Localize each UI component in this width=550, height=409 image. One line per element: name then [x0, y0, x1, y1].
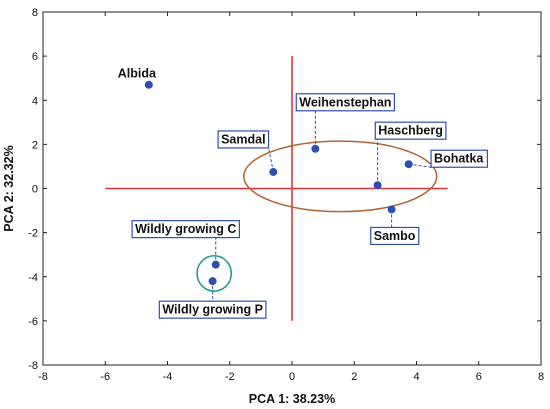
- data-point-sambo: [387, 205, 396, 214]
- y-tick-label: 2: [32, 139, 38, 151]
- data-point-samdal: [269, 167, 278, 176]
- y-tick-label: 6: [32, 51, 38, 63]
- leader-line-bohatka: [408, 163, 432, 168]
- y-tick-label: 4: [32, 95, 38, 107]
- point-label-albida: Albida: [118, 66, 157, 80]
- x-tick-label: 4: [413, 371, 419, 383]
- point-label-box: [430, 149, 489, 168]
- leader-line-samdal: [268, 147, 274, 173]
- cluster-ellipse: [196, 255, 233, 292]
- point-label-text: Bohatka: [434, 152, 484, 166]
- data-point-weihenstephan: [311, 144, 320, 153]
- point-label-box: [158, 300, 267, 319]
- point-label-text: Sambo: [374, 229, 416, 243]
- x-tick-label: 0: [289, 371, 295, 383]
- point-label-bohatka: Bohatka: [430, 149, 489, 168]
- point-label-text: Weihenstephan: [299, 95, 391, 109]
- x-axis-title: PCA 1: 38.23%: [249, 392, 335, 406]
- points-group: [144, 80, 413, 286]
- point-label-box: [370, 226, 420, 246]
- x-tick-label: -4: [163, 371, 173, 383]
- y-tick-label: -2: [28, 228, 38, 240]
- point-label-wildly-growing-c: Wildly growing C: [131, 220, 240, 239]
- y-tick-label: -6: [28, 316, 38, 328]
- point-label-box: [217, 130, 270, 149]
- y-tick-label: -8: [28, 360, 38, 372]
- ellipses-group: [196, 140, 438, 292]
- point-label-text: Samdal: [221, 132, 265, 146]
- data-point-bohatka: [404, 160, 413, 169]
- x-tick-label: -6: [100, 371, 110, 383]
- data-point-albida: [144, 80, 153, 89]
- point-label-box: [131, 220, 240, 239]
- y-tick-label: 0: [32, 184, 38, 196]
- labels-group: Albida Samdal Weihenstephan Haschberg Bohatk…: [118, 66, 489, 319]
- point-label-wildly-growing-p: Wildly growing P: [158, 300, 267, 319]
- y-tick-label: -4: [28, 272, 38, 284]
- x-tick-label: -2: [225, 371, 235, 383]
- point-label-text: Haschberg: [378, 124, 443, 138]
- axes-group: -8 -6 -4 -2 0 2 4 6 8 -8 -6 -4 -2 0 2 4 6 8: [28, 7, 544, 383]
- data-point-wildly-growing-c: [211, 260, 220, 269]
- y-axis-title: PCA 2: 32.32%: [2, 145, 16, 231]
- x-tick-label: -8: [38, 371, 48, 383]
- point-label-haschberg: Haschberg: [374, 121, 447, 140]
- data-point-wildly-growing-p: [208, 277, 217, 286]
- point-label-sambo: Sambo: [370, 226, 420, 246]
- x-tick-label: 8: [538, 371, 544, 383]
- point-label-samdal: Samdal: [217, 130, 270, 149]
- data-point-haschberg: [373, 181, 382, 190]
- point-label-text: Wildly growing P: [162, 303, 263, 317]
- point-label-weihenstephan: Weihenstephan: [295, 93, 396, 112]
- point-label-text: Albida: [118, 66, 157, 80]
- x-tick-label: 2: [351, 371, 357, 383]
- reference-lines-group: [105, 56, 448, 321]
- cluster-ellipse: [243, 140, 438, 213]
- point-label-box: [374, 121, 447, 140]
- x-tick-label: 6: [476, 371, 482, 383]
- point-label-box: [295, 93, 396, 112]
- point-label-text: Wildly growing C: [135, 222, 236, 236]
- y-tick-label: 8: [32, 7, 38, 19]
